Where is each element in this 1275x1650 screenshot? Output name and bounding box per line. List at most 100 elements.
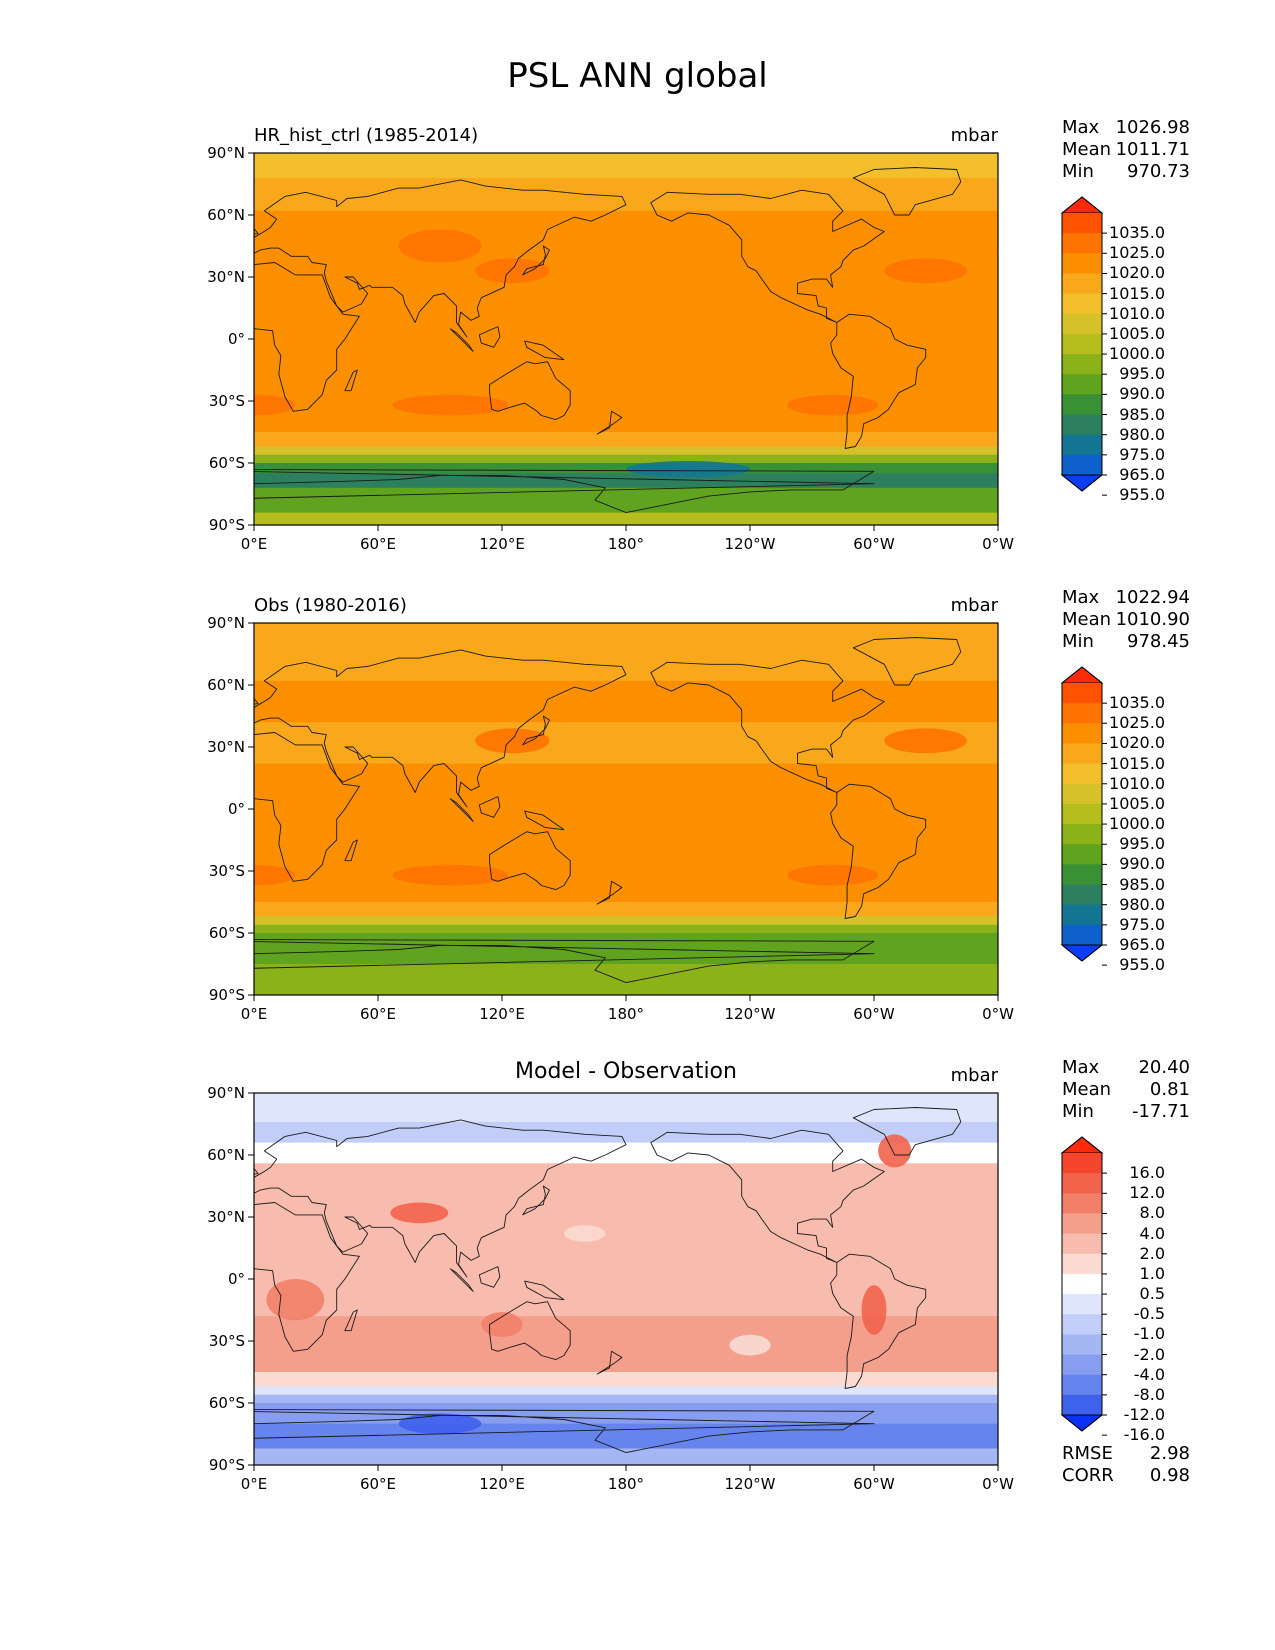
observation-band-0 (254, 623, 998, 649)
colorbar-segment (1062, 293, 1102, 315)
skill-stat-value: 0.98 (1149, 1465, 1190, 1486)
colorbar-segment (1062, 1233, 1102, 1255)
colorbar-level-label: -2.0 (1133, 1344, 1165, 1364)
difference-pressure-cell-2 (266, 1279, 325, 1321)
observation-band-10 (254, 945, 998, 965)
model-units: mbar (950, 125, 998, 146)
observation-band-1 (254, 647, 998, 682)
difference-stats-block: Max 20.40 Mean 0.81 Min -17.71 (1062, 1057, 1190, 1127)
colorbar-segment (1062, 683, 1102, 704)
colorbar-level-label: 1020.0 (1109, 733, 1165, 753)
colorbar-level-label: 955.0 (1119, 485, 1165, 505)
difference-band-9 (254, 1386, 998, 1396)
coastline-12 (344, 369, 358, 392)
lat-tick-label: 90°N (207, 1084, 245, 1102)
colorbar-level-label: -4.0 (1133, 1364, 1165, 1384)
colorbar-level-label: 1010.0 (1109, 303, 1165, 323)
colorbar-segment (1062, 723, 1102, 744)
lat-tick-label: 60°S (208, 454, 245, 472)
lon-tick-label: 0°E (240, 535, 268, 553)
stat-label: Mean (1062, 609, 1112, 630)
model-band-8 (254, 454, 998, 464)
skill-stat-value: 2.98 (1149, 1443, 1190, 1464)
colorbar-level-label: 1000.0 (1109, 814, 1165, 834)
difference-pressure-cell-3 (481, 1312, 523, 1337)
difference-map (254, 1093, 998, 1465)
colorbar-level-label: 995.0 (1119, 364, 1165, 384)
colorbar-extend-min (1060, 1414, 1104, 1432)
coastline-11 (254, 1167, 259, 1175)
stat-label: Max (1062, 1057, 1100, 1078)
colorbar-level-label: 1020.0 (1109, 263, 1165, 283)
stat-value: 1026.98 (1115, 117, 1190, 138)
coastline-0 (254, 1202, 360, 1352)
colorbar-level-label: 1025.0 (1109, 243, 1165, 263)
stat-value: -17.71 (1131, 1101, 1190, 1122)
colorbar-segment (1062, 884, 1102, 905)
lon-tick-label: 0°W (982, 1005, 1014, 1023)
coastline-2 (650, 659, 885, 793)
model-band-10 (254, 473, 998, 489)
lon-tick-label: 60°E (359, 1475, 397, 1493)
coastline-12 (344, 839, 358, 862)
coastline-7 (449, 798, 474, 822)
coastline-1 (254, 1119, 627, 1278)
colorbar-level-label: 955.0 (1119, 955, 1165, 975)
lon-tick-label: 0°E (240, 1005, 268, 1023)
observation-band-4 (254, 763, 998, 851)
lon-tick-label: 180° (607, 1005, 645, 1023)
colorbar-level-label: 985.0 (1119, 874, 1165, 894)
colorbar-level-label: 1010.0 (1109, 773, 1165, 793)
colorbar-segment (1062, 1193, 1102, 1214)
colorbar-level-label: 1025.0 (1109, 713, 1165, 733)
colorbar-segment (1062, 213, 1102, 234)
lon-tick-label: 60°W (853, 535, 895, 553)
colorbar-segment (1062, 924, 1102, 946)
coastline-2 (650, 189, 885, 323)
observation-band-7 (254, 916, 998, 926)
model-pressure-cell-3 (787, 394, 879, 416)
model-band-2 (254, 210, 998, 253)
difference-band-5 (254, 1233, 998, 1317)
coastline-10 (522, 1185, 550, 1216)
coastline-3 (830, 783, 927, 919)
difference-band-12 (254, 1423, 998, 1449)
model-band-0 (254, 153, 998, 179)
colorbar-level-label: 2.0 (1139, 1243, 1165, 1263)
difference-band-10 (254, 1394, 998, 1404)
stat-label: Mean (1062, 1079, 1112, 1100)
stat-value: 970.73 (1127, 161, 1190, 182)
observation-band-9 (254, 933, 998, 946)
stat-value: 1010.90 (1115, 609, 1190, 630)
lat-tick-label: 30°S (208, 862, 245, 880)
colorbar-segment (1062, 1294, 1102, 1315)
observation-band-8 (254, 924, 998, 934)
colorbar-level-label: 1015.0 (1109, 753, 1165, 773)
lon-tick-label: 60°E (359, 535, 397, 553)
observation-pressure-cell-2 (392, 864, 509, 886)
colorbar-segment (1062, 824, 1102, 845)
colorbar-level-label: -16.0 (1123, 1425, 1165, 1445)
coastline-4 (489, 1301, 571, 1361)
coastline-8 (478, 1266, 501, 1288)
colorbar-level-label: 1005.0 (1109, 323, 1165, 343)
coastline-9 (524, 1280, 565, 1301)
lon-tick-label: 180° (607, 1475, 645, 1493)
colorbar-level-label: -12.0 (1123, 1405, 1165, 1424)
colorbar-segment (1062, 864, 1102, 885)
stat-label: Min (1062, 631, 1094, 652)
colorbar-segment (1062, 844, 1102, 865)
lon-tick-label: 60°W (853, 1005, 895, 1023)
colorbar-level-label: 990.0 (1119, 854, 1165, 874)
model-band-12 (254, 512, 998, 525)
difference-band-8 (254, 1372, 998, 1387)
observation-band-11 (254, 964, 998, 995)
colorbar-segment (1062, 1153, 1102, 1174)
colorbar-level-label: -1.0 (1133, 1324, 1165, 1344)
colorbar-level-label: 975.0 (1119, 444, 1165, 464)
colorbar-level-label: -8.0 (1133, 1384, 1165, 1404)
lon-tick-label: 60°E (359, 1005, 397, 1023)
lon-tick-label: 120°W (724, 1005, 776, 1023)
colorbar-level-label: 1035.0 (1109, 693, 1165, 713)
lat-tick-label: 30°N (207, 738, 245, 756)
